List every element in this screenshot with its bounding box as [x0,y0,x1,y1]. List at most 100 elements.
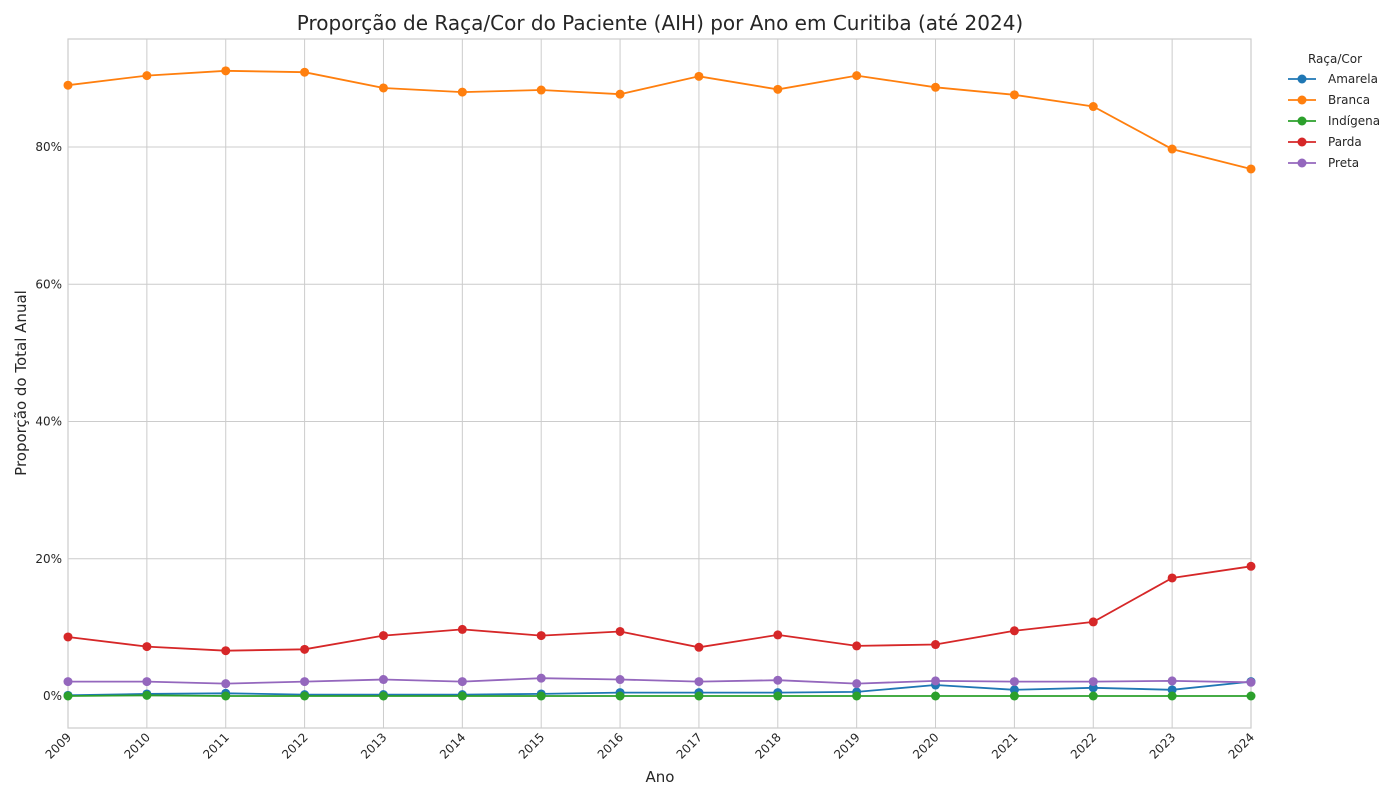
series-line [67,69,1252,170]
data-point [1009,626,1019,636]
data-point [1246,677,1256,687]
data-point [300,691,310,701]
data-point [852,691,862,701]
data-point [931,691,941,701]
data-point [457,691,467,701]
data-point [773,630,783,640]
data-point [536,691,546,701]
data-point [1167,685,1177,695]
data-point [1009,691,1019,701]
data-point [1088,617,1098,627]
data-point [694,642,704,652]
data-point [457,87,467,97]
legend-label: Parda [1328,135,1362,149]
data-point [378,631,388,641]
data-point [694,691,704,701]
data-point [1167,144,1177,154]
series-line [68,677,1252,685]
series-parda [63,561,1256,656]
data-point [931,640,941,650]
data-point [1009,90,1019,100]
legend-item: Branca [1288,93,1370,107]
data-point [300,644,310,654]
data-point [142,690,152,700]
legend-label: Preta [1328,156,1359,170]
data-point [378,675,388,685]
legend-title: Raça/Cor [1308,52,1362,66]
data-point [1167,691,1177,701]
data-point [221,66,231,76]
data-point [931,676,941,686]
data-point [142,677,152,687]
data-point [221,646,231,656]
legend-item: Amarela [1288,72,1378,86]
x-axis-label: Ano [646,768,675,786]
chart-title: Proporção de Raça/Cor do Paciente (AIH) … [297,11,1023,35]
data-point [378,691,388,701]
data-point [1167,676,1177,686]
series-line [67,565,1252,652]
data-point [457,624,467,634]
y-tick-label: 60% [35,277,62,291]
data-point [1167,573,1177,583]
data-point [63,632,73,642]
data-point [773,691,783,701]
legend-swatch-marker [1297,137,1307,147]
data-point [773,84,783,94]
y-tick-label: 40% [35,415,62,429]
data-point [773,675,783,685]
legend-swatch-marker [1297,74,1307,84]
y-tick-labels: 0% 20% 40% 60% 80% [35,140,62,703]
y-tick-label: 20% [35,552,62,566]
data-point [63,691,73,701]
data-point [1009,685,1019,695]
legend-item: Indígena [1288,114,1380,128]
data-point [1088,683,1098,693]
data-point [852,679,862,689]
data-point [1009,677,1019,687]
series-indígena [63,690,1256,701]
data-point [931,82,941,92]
data-point [1088,102,1098,112]
data-point [142,642,152,652]
data-point [221,679,231,689]
data-point [852,71,862,81]
data-point [1246,164,1256,174]
data-point [1088,677,1098,687]
data-point [615,89,625,99]
legend: Raça/Cor Amarela Branca Indígena Parda Preta [1288,52,1380,170]
legend-swatch-marker [1297,95,1307,105]
data-point [221,691,231,701]
y-axis-label: Proporção do Total Anual [12,290,30,476]
legend-label: Branca [1328,93,1370,107]
y-tick-label: 0% [43,689,62,703]
x-gridlines [67,39,1252,728]
data-point [615,675,625,685]
data-point [694,71,704,81]
data-point [63,80,73,90]
data-point [536,631,546,641]
data-point [457,677,467,687]
data-point [615,626,625,636]
series-preta [63,673,1256,689]
data-point [1246,561,1256,571]
data-point [378,83,388,93]
legend-swatch-marker [1297,116,1307,126]
legend-item: Parda [1288,135,1362,149]
data-point [300,67,310,77]
data-point [536,673,546,683]
legend-label: Indígena [1328,114,1380,128]
data-point [63,677,73,687]
plot-frame [67,38,1252,729]
y-tick-label: 80% [35,140,62,154]
series-line [67,680,1252,697]
data-point [536,85,546,95]
data-point [300,677,310,687]
data-point [694,677,704,687]
legend-label: Amarela [1328,72,1378,86]
series-branca [63,66,1256,174]
data-point [1246,691,1256,701]
legend-swatch-marker [1297,158,1307,168]
